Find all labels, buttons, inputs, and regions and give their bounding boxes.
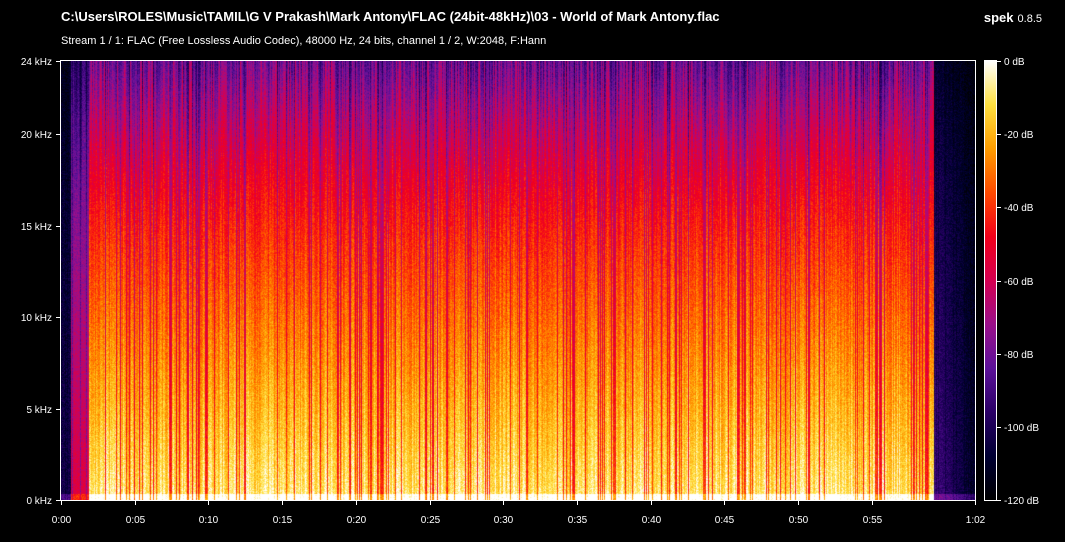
db-tick-label: -100 dB xyxy=(1004,423,1039,434)
db-tick-label: 0 dB xyxy=(1004,57,1025,68)
freq-tick-label: 24 kHz xyxy=(21,57,52,68)
plot-frame xyxy=(60,60,976,501)
stream-info: Stream 1 / 1: FLAC (Free Lossless Audio … xyxy=(61,35,547,47)
freq-tick-label: 0 kHz xyxy=(26,496,52,507)
db-tick-label: -60 dB xyxy=(1004,277,1034,288)
freq-tick-label: 20 kHz xyxy=(21,130,52,141)
frequency-axis: 0 kHz 5 kHz 10 kHz 15 kHz 20 kHz 24 kHz xyxy=(21,57,61,507)
db-tick-label: -120 dB xyxy=(1004,496,1039,507)
app-name: spek xyxy=(983,10,1014,25)
db-colorbar xyxy=(985,61,996,500)
db-tick-label: -40 dB xyxy=(1004,203,1034,214)
app-brand: spek 0.8.5 xyxy=(984,9,1042,27)
time-tick-label: 0:50 xyxy=(789,515,809,526)
time-tick-label: 1:02 xyxy=(966,515,986,526)
freq-tick-label: 10 kHz xyxy=(21,313,52,324)
time-tick-label: 0:10 xyxy=(199,515,219,526)
time-tick-label: 0:45 xyxy=(715,515,735,526)
time-tick-label: 0:00 xyxy=(52,515,72,526)
file-path-title: C:\Users\ROLES\Music\TAMIL\G V Prakash\M… xyxy=(61,9,720,24)
db-tick-label: -20 dB xyxy=(1004,130,1034,141)
time-axis: 0:00 0:05 0:10 0:15 0:20 0:25 0:30 0:35 0:40 0:45… xyxy=(52,500,986,526)
freq-tick-label: 15 kHz xyxy=(21,222,52,233)
app-version: 0.8.5 xyxy=(1017,13,1042,25)
colorbar-frame xyxy=(984,60,997,501)
time-tick-label: 0:30 xyxy=(494,515,514,526)
db-tick-label: -80 dB xyxy=(1004,350,1034,361)
time-tick-label: 0:25 xyxy=(421,515,441,526)
db-axis: 0 dB -20 dB -40 dB -60 dB -80 dB -100 dB -120 … xyxy=(997,57,1039,507)
time-tick-label: 0:15 xyxy=(273,515,293,526)
time-tick-label: 0:35 xyxy=(568,515,588,526)
time-tick-label: 0:20 xyxy=(347,515,367,526)
time-tick-label: 0:05 xyxy=(126,515,146,526)
time-tick-label: 0:40 xyxy=(642,515,662,526)
time-tick-label: 0:55 xyxy=(863,515,883,526)
freq-tick-label: 5 kHz xyxy=(26,405,52,416)
spectrogram-plot xyxy=(61,61,975,500)
